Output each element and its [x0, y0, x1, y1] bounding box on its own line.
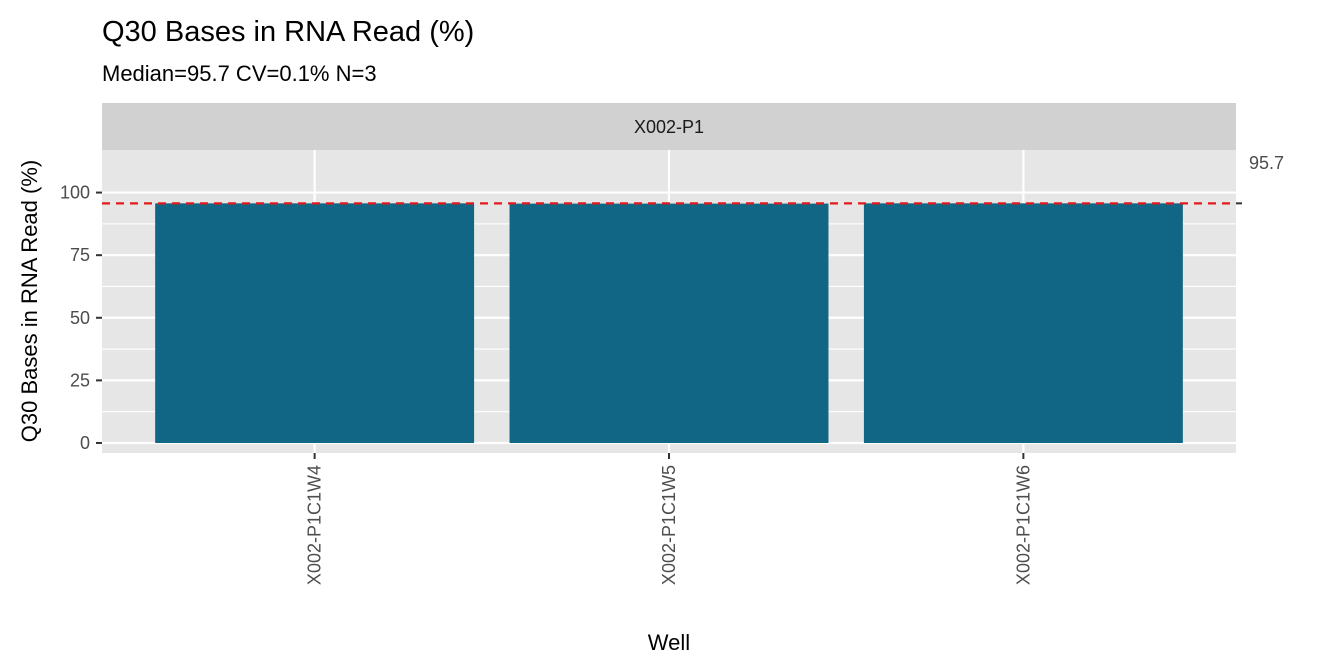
y-tick-label: 50 — [70, 308, 90, 328]
bars — [155, 203, 1183, 443]
x-tick-label: X002-P1C1W4 — [305, 465, 325, 585]
x-axis-title: Well — [648, 630, 690, 655]
bar-x002-p1c1w5 — [509, 203, 829, 443]
bar-x002-p1c1w4 — [155, 203, 475, 443]
facet-strip — [102, 103, 1236, 150]
x-axis: X002-P1C1W4 X002-P1C1W5 X002-P1C1W6 — [305, 453, 1033, 585]
y-tick-label: 75 — [70, 245, 90, 265]
bar-x002-p1c1w6 — [863, 203, 1183, 443]
y-axis: 0 25 50 75 100 — [60, 183, 1242, 453]
chart-subtitle: Median=95.7 CV=0.1% N=3 — [102, 61, 377, 86]
y-tick-label: 100 — [60, 183, 90, 203]
y-tick-label: 0 — [80, 433, 90, 453]
chart-title: Q30 Bases in RNA Read (%) — [102, 16, 474, 48]
reference-line-label: 95.7 — [1249, 153, 1284, 173]
x-tick-label: X002-P1C1W6 — [1013, 465, 1033, 585]
facet-label: X002-P1 — [634, 117, 704, 137]
y-tick-label: 25 — [70, 370, 90, 390]
y-axis-title: Q30 Bases in RNA Read (%) — [17, 160, 42, 442]
x-tick-label: X002-P1C1W5 — [659, 465, 679, 585]
